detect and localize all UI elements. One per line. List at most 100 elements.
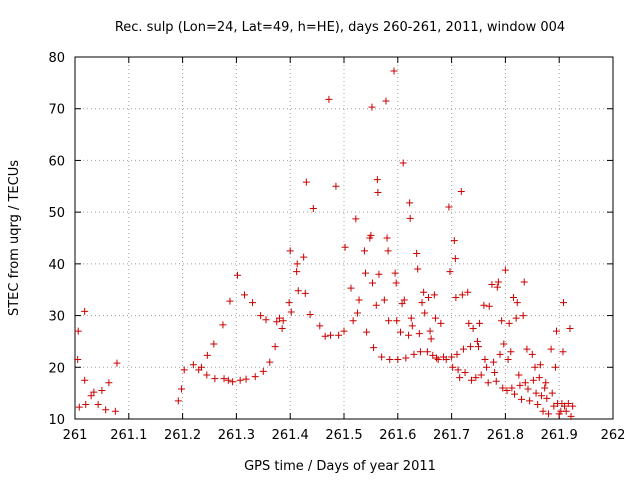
data-point xyxy=(355,296,363,304)
data-point xyxy=(427,335,435,343)
data-point xyxy=(113,359,121,367)
data-point xyxy=(335,331,343,339)
data-point xyxy=(203,351,211,359)
data-point xyxy=(437,319,445,327)
data-point xyxy=(561,402,569,410)
data-point xyxy=(74,356,82,364)
data-point xyxy=(415,330,423,338)
x-tick-label: 261.2 xyxy=(164,428,201,443)
x-axis-label: GPS time / Days of year 2011 xyxy=(244,459,436,474)
data-point xyxy=(534,401,542,409)
data-point xyxy=(566,325,574,332)
data-point xyxy=(294,287,302,295)
data-point xyxy=(174,397,182,405)
data-point xyxy=(559,348,567,356)
data-point xyxy=(285,299,293,307)
data-point xyxy=(251,373,259,381)
data-point xyxy=(278,325,286,332)
data-point xyxy=(75,403,83,411)
data-point xyxy=(445,203,453,211)
data-point xyxy=(547,345,555,353)
data-point xyxy=(469,325,477,332)
data-point xyxy=(81,376,89,384)
data-point xyxy=(423,348,431,356)
y-tick-label: 30 xyxy=(48,310,65,325)
data-point xyxy=(519,312,527,320)
data-point xyxy=(452,293,460,301)
data-point xyxy=(87,392,95,400)
data-point xyxy=(378,353,386,361)
data-point xyxy=(81,307,89,315)
data-point xyxy=(367,231,375,239)
x-tick-label: 261.7 xyxy=(433,428,470,443)
data-point xyxy=(224,376,232,384)
data-point xyxy=(459,345,467,353)
data-point xyxy=(197,363,205,371)
data-point xyxy=(446,268,454,276)
data-point xyxy=(503,387,511,395)
data-point xyxy=(362,269,370,277)
x-tick-label: 262 xyxy=(601,428,626,443)
data-point xyxy=(332,182,340,190)
data-point xyxy=(453,350,461,358)
data-point xyxy=(226,297,234,305)
data-point xyxy=(461,368,469,376)
axis-ticks xyxy=(74,56,614,420)
data-point xyxy=(491,368,499,376)
data-point xyxy=(382,97,390,105)
y-tick-label: 50 xyxy=(48,206,65,221)
data-point xyxy=(302,178,310,186)
data-point xyxy=(542,379,550,387)
data-point xyxy=(521,379,529,387)
data-point xyxy=(513,299,521,307)
data-point xyxy=(180,366,188,374)
data-point xyxy=(257,312,265,320)
data-point xyxy=(551,363,559,371)
data-point xyxy=(429,351,437,359)
data-point xyxy=(537,392,545,400)
data-point xyxy=(488,281,496,289)
data-point xyxy=(476,319,484,327)
data-point xyxy=(220,375,228,383)
data-point xyxy=(448,353,456,361)
data-point xyxy=(340,327,348,335)
data-point xyxy=(325,95,333,103)
data-point xyxy=(74,327,82,335)
data-point xyxy=(105,379,113,387)
data-point xyxy=(374,188,382,196)
x-tick-label: 261.1 xyxy=(110,428,147,443)
data-point xyxy=(543,394,551,402)
y-tick-label: 20 xyxy=(48,361,65,376)
data-point xyxy=(485,302,493,310)
data-point xyxy=(493,283,501,291)
data-point xyxy=(293,268,301,276)
data-point xyxy=(449,363,457,371)
data-point xyxy=(94,401,102,409)
data-point xyxy=(203,371,211,379)
data-point xyxy=(483,363,491,371)
data-point xyxy=(353,309,361,317)
data-point xyxy=(396,328,404,336)
data-point xyxy=(494,278,502,286)
data-point xyxy=(273,318,281,326)
y-tick-label: 60 xyxy=(48,154,65,169)
y-tick-label: 70 xyxy=(48,103,65,118)
data-point xyxy=(567,412,575,420)
data-point xyxy=(383,234,391,242)
data-point xyxy=(321,332,329,340)
data-point xyxy=(516,381,524,389)
data-point xyxy=(102,406,110,414)
data-point xyxy=(550,402,558,410)
data-point xyxy=(515,371,523,379)
data-point xyxy=(473,337,481,345)
data-point xyxy=(531,363,539,371)
data-point xyxy=(442,356,450,364)
data-point xyxy=(523,345,531,353)
data-point xyxy=(424,293,432,301)
data-point xyxy=(468,376,476,384)
data-point xyxy=(402,354,410,362)
x-tick-label: 261.6 xyxy=(379,428,416,443)
data-point xyxy=(450,237,458,245)
data-point xyxy=(327,331,335,339)
data-point xyxy=(520,278,528,286)
